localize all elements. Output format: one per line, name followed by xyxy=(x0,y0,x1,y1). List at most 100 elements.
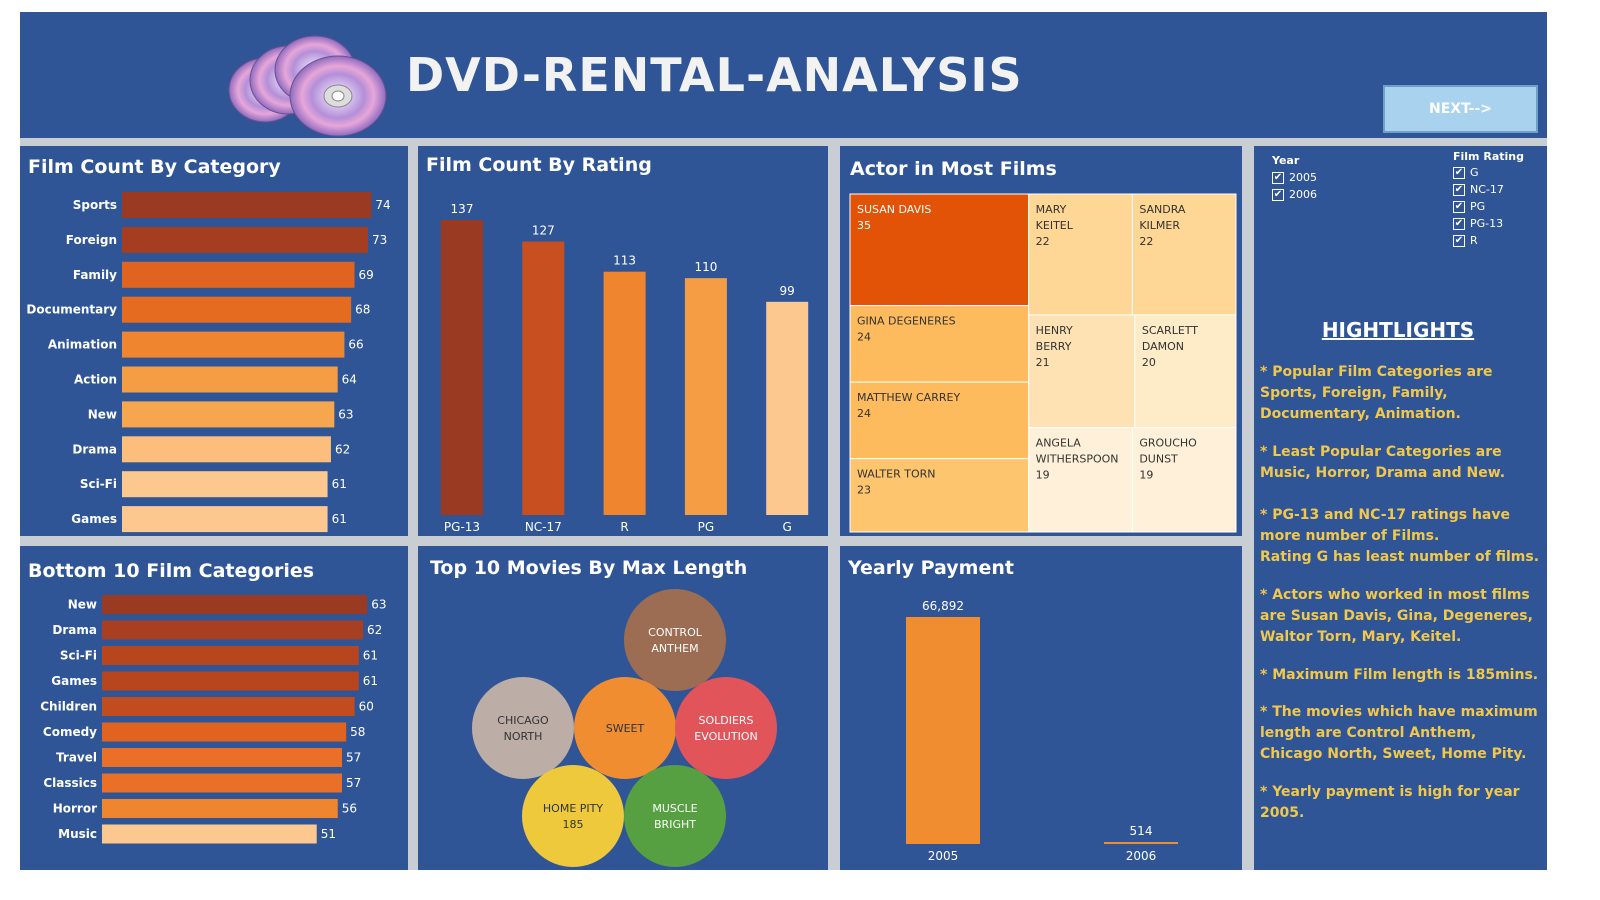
highlight-item: * PG-13 and NC-17 ratings have more numb… xyxy=(1260,507,1540,565)
treemap-cell xyxy=(849,458,1030,533)
bar xyxy=(122,436,331,463)
chart-title: Actor in Most Films xyxy=(850,158,1057,180)
chart-title: Yearly Payment xyxy=(848,557,1014,579)
checkbox-icon[interactable]: ✔ xyxy=(1453,200,1465,213)
option-label: 2006 xyxy=(1289,188,1317,201)
year-filter-option-2006[interactable]: ✔ 2006 xyxy=(1272,188,1317,201)
highlight-item: * Actors who worked in most films are Su… xyxy=(1260,587,1533,645)
data-label: 127 xyxy=(532,224,555,238)
category-label: Drama xyxy=(72,442,117,456)
tick-label: R xyxy=(620,520,628,534)
treemap-cell xyxy=(1028,314,1136,429)
cell-value: 19 xyxy=(1036,469,1050,482)
category-label: New xyxy=(68,598,97,612)
tick-label: 2005 xyxy=(928,849,959,863)
tick-label: PG xyxy=(698,520,715,534)
bubble-label: HOME PITY xyxy=(543,802,603,815)
panel-yearly-payment: Yearly Payment 66,892 2005 514 2006 xyxy=(840,546,1242,870)
treemap-cell xyxy=(1131,427,1237,533)
next-button[interactable]: NEXT--> xyxy=(1383,85,1538,133)
data-label: 73 xyxy=(372,233,387,247)
bar xyxy=(102,824,317,844)
cell-value: 23 xyxy=(857,484,871,497)
year-filter-option-2005[interactable]: ✔ 2005 xyxy=(1272,171,1317,184)
data-label: 113 xyxy=(613,254,636,268)
disc-front xyxy=(289,55,387,137)
highlight-item: * Yearly payment is high for year 2005. xyxy=(1260,784,1520,821)
treemap-cell xyxy=(849,193,1030,307)
cell-label: KEITEL xyxy=(1036,219,1074,232)
data-label: 56 xyxy=(342,802,357,816)
category-label: Sports xyxy=(73,198,117,212)
cell-value: 21 xyxy=(1036,356,1050,369)
data-label: 57 xyxy=(346,776,361,790)
data-label: 60 xyxy=(359,700,374,714)
chart-title: Film Count By Category xyxy=(28,156,281,178)
chart-title: Film Count By Rating xyxy=(426,154,652,176)
checkbox-icon[interactable]: ✔ xyxy=(1272,188,1284,201)
data-label: 64 xyxy=(342,373,357,387)
data-label: 514 xyxy=(1130,824,1153,838)
checkbox-icon[interactable]: ✔ xyxy=(1453,166,1465,179)
rating-filter-option-pg13[interactable]: ✔ PG-13 xyxy=(1453,217,1503,230)
category-label: Games xyxy=(71,512,117,526)
treemap-cell xyxy=(1028,193,1133,316)
tick-label: PG-13 xyxy=(444,520,480,534)
highlight-item: * Least Popular Categories are Music, Ho… xyxy=(1260,444,1506,481)
option-label: PG xyxy=(1470,200,1486,213)
data-label: 74 xyxy=(375,198,390,212)
treemap-cell xyxy=(1131,193,1237,316)
cell-value: 35 xyxy=(857,219,871,232)
data-label: 62 xyxy=(335,442,350,456)
cell-value: 22 xyxy=(1139,235,1153,248)
data-label: 66,892 xyxy=(922,599,964,613)
bar xyxy=(122,506,328,533)
cell-label: BERRY xyxy=(1036,340,1072,353)
highlight-item: * Popular Film Categories are Sports, Fo… xyxy=(1260,364,1493,422)
category-label: Drama xyxy=(52,623,97,637)
cell-label: HENRY xyxy=(1036,324,1073,337)
data-label: 137 xyxy=(451,202,474,216)
bubble-label: MUSCLE xyxy=(652,802,697,815)
category-label: Foreign xyxy=(66,233,117,247)
category-label: Games xyxy=(51,674,97,688)
category-label: Music xyxy=(58,827,97,841)
cell-label: SCARLETT xyxy=(1142,324,1198,337)
cell-label: SANDRA xyxy=(1139,203,1186,216)
checkbox-icon[interactable]: ✔ xyxy=(1453,217,1465,230)
tick-label: 2006 xyxy=(1126,849,1157,863)
data-label: 62 xyxy=(367,623,382,637)
checkbox-icon[interactable]: ✔ xyxy=(1453,183,1465,196)
rating-filter-option-g[interactable]: ✔ G xyxy=(1453,166,1479,179)
checkbox-icon[interactable]: ✔ xyxy=(1272,171,1284,184)
cell-value: 24 xyxy=(857,331,871,344)
bubble-label: BRIGHT xyxy=(654,818,696,831)
bar xyxy=(684,278,727,515)
bubble-label: 185 xyxy=(563,818,584,831)
tick-label: G xyxy=(783,520,792,534)
bubble-label: NORTH xyxy=(504,730,543,743)
category-label: Sci-Fi xyxy=(60,649,97,663)
cell-value: 22 xyxy=(1036,235,1050,248)
bar xyxy=(122,261,355,288)
data-label: 51 xyxy=(321,827,336,841)
rating-filter-option-pg[interactable]: ✔ PG xyxy=(1453,200,1485,213)
movies-bubble-chart: CONTROL ANTHEM CHICAGO NORTH SWEET SOLDIERS EV… xyxy=(472,589,777,867)
checkbox-icon[interactable]: ✔ xyxy=(1453,234,1465,247)
bar xyxy=(766,301,809,515)
bar xyxy=(441,220,483,515)
bar xyxy=(102,620,364,640)
bar xyxy=(1104,842,1178,844)
category-label: Comedy xyxy=(43,725,97,739)
rating-filter-option-nc17[interactable]: ✔ NC-17 xyxy=(1453,183,1504,196)
panel-top-10-movies-by-max-length: Top 10 Movies By Max Length CONTROL ANTHE… xyxy=(418,546,828,870)
category-label: Action xyxy=(74,373,117,387)
data-label: 69 xyxy=(359,268,374,282)
data-label: 68 xyxy=(355,303,370,317)
bubble-label: SOLDIERS xyxy=(698,714,753,727)
bar xyxy=(122,226,369,253)
data-label: 58 xyxy=(350,725,365,739)
rating-filter-option-r[interactable]: ✔ R xyxy=(1453,234,1478,247)
panel-actor-in-most-films: Actor in Most Films SUSAN DAVIS 35 GINA DE… xyxy=(840,146,1242,536)
chart-title: Bottom 10 Film Categories xyxy=(28,560,315,582)
